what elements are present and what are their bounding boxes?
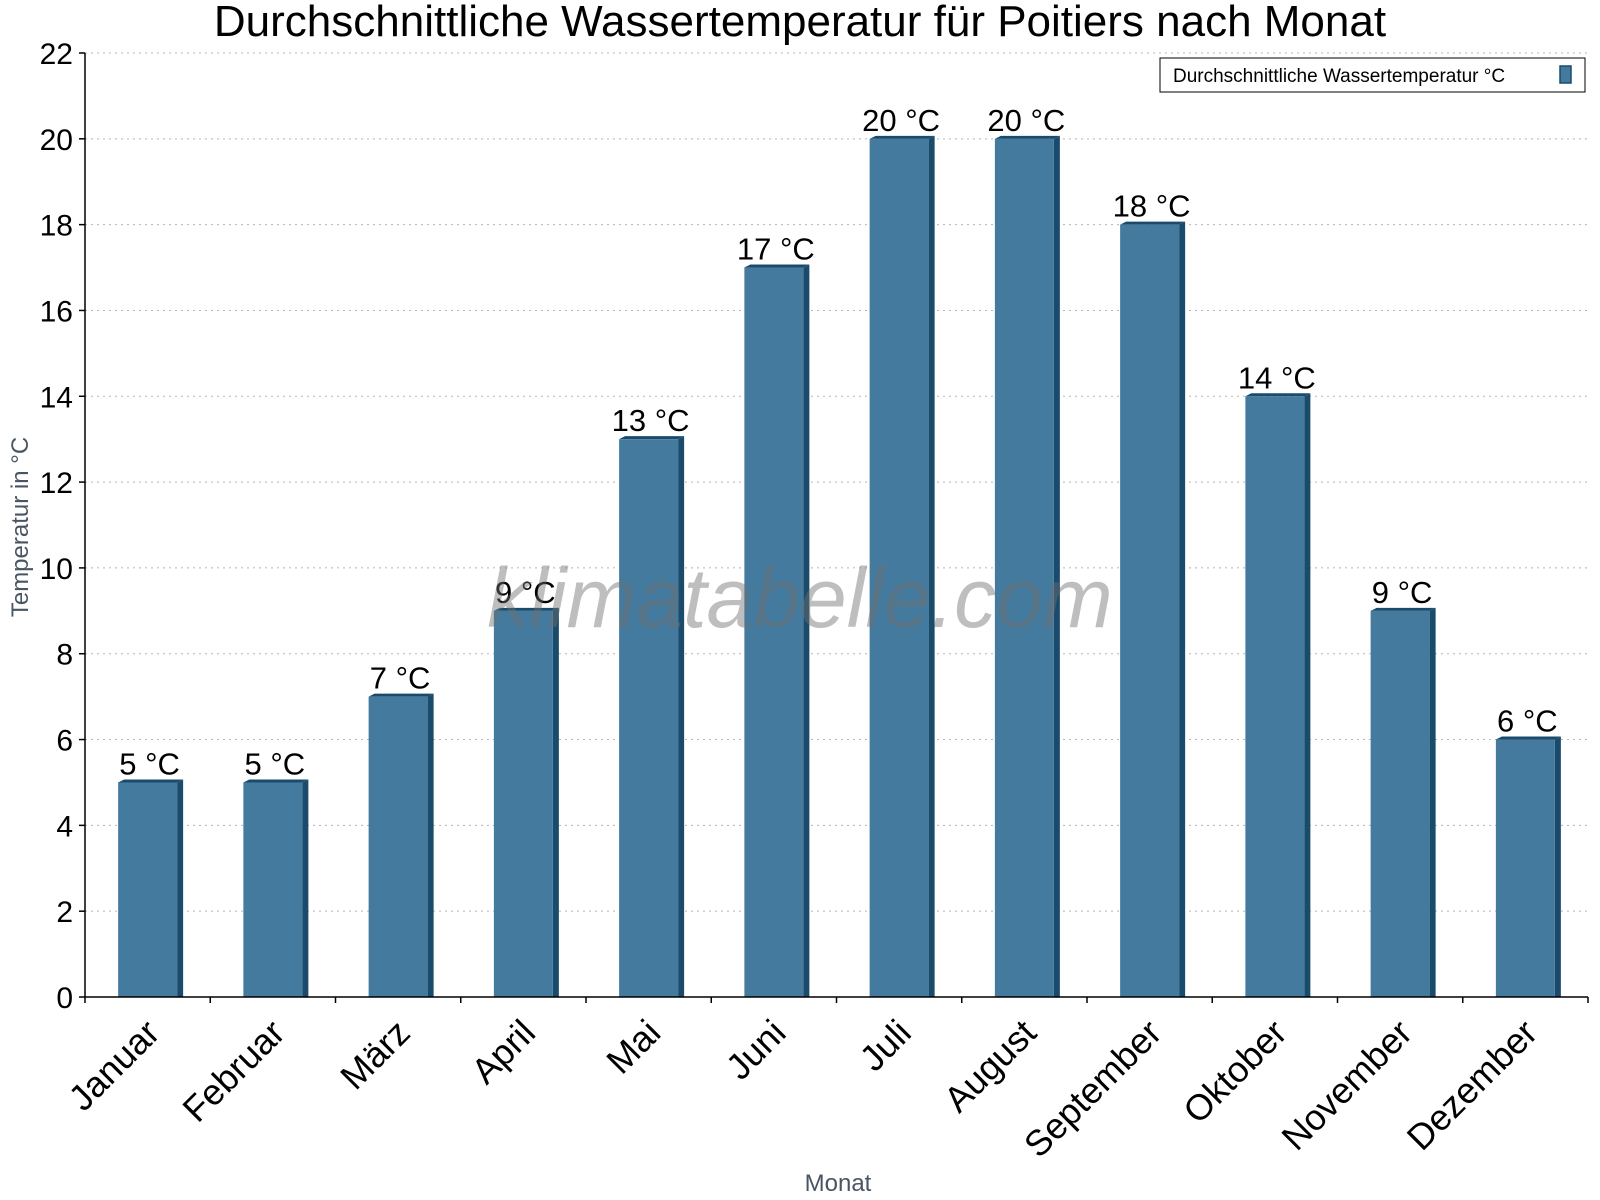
bar-front [1370, 610, 1430, 997]
y-axis-title: Temperatur in °C [7, 437, 34, 617]
x-tick-label: Februar [174, 1012, 292, 1130]
x-axis-ticks: Januar Februar März April Mai Juni Juli AugustS… [60, 997, 1589, 1166]
bar-side [1304, 393, 1311, 998]
bar-top [368, 693, 434, 697]
bar-top [1495, 736, 1561, 740]
data-label: 9 °C [495, 575, 556, 610]
bar-top [744, 264, 810, 268]
y-tick-label: 22 [40, 38, 73, 71]
x-tick-label: August [936, 1012, 1044, 1120]
bar-top [619, 436, 685, 440]
bar [1495, 736, 1561, 997]
bar-side [1053, 135, 1060, 997]
bar [869, 135, 935, 997]
bar [118, 779, 184, 997]
bar-front [1120, 224, 1180, 998]
grid-lines [85, 52, 1588, 912]
bar [1370, 607, 1436, 997]
data-label: 17 °C [737, 232, 815, 267]
bar-front [493, 610, 553, 997]
bar-top [243, 779, 309, 783]
bar [1245, 393, 1311, 998]
bar-front [243, 782, 303, 997]
y-tick-label: 0 [56, 982, 73, 1015]
bar-top [994, 135, 1060, 139]
bar [368, 693, 434, 997]
bar-side [1179, 221, 1186, 998]
bar-front [869, 138, 929, 997]
bar-top [493, 607, 559, 611]
bar-side [427, 693, 434, 997]
x-tick-label: Dezember [1399, 1012, 1545, 1158]
bar-side [552, 607, 559, 997]
legend-box [1159, 57, 1586, 93]
data-label: 9 °C [1372, 575, 1433, 610]
bar [994, 135, 1060, 997]
y-tick-label: 14 [40, 381, 73, 414]
x-tick-label: April [463, 1012, 543, 1092]
watermark: klimatabelle.com [487, 551, 1113, 645]
y-tick-label: 10 [40, 553, 73, 586]
x-tick-label: Juni [718, 1012, 794, 1088]
bar [1120, 221, 1186, 998]
data-label: 7 °C [370, 661, 431, 696]
data-label: 5 °C [119, 746, 180, 781]
y-tick-label: 4 [56, 810, 73, 843]
y-tick-label: 12 [40, 467, 73, 500]
bar-front [744, 267, 804, 998]
data-label: 13 °C [612, 403, 690, 438]
y-tick-label: 18 [40, 210, 73, 243]
bar [243, 779, 309, 997]
bar-side [302, 779, 309, 997]
bar-top [1120, 221, 1186, 225]
bar-front [368, 696, 428, 997]
x-tick-label: Januar [60, 1012, 167, 1119]
bar-top [118, 779, 184, 783]
data-label: 20 °C [987, 103, 1065, 138]
bar-side [177, 779, 184, 997]
x-tick-label: Juli [852, 1012, 919, 1079]
bar-front [994, 138, 1054, 997]
legend-label: Durchschnittliche Wassertemperatur °C [1173, 66, 1505, 87]
bar-front [1495, 739, 1555, 997]
bar-top [1370, 607, 1436, 611]
data-label: 18 °C [1113, 189, 1191, 224]
y-axis-ticks: 0 2 4 6 8 10 12 14 16 18 20 22 [40, 38, 85, 1015]
bar-side [1429, 607, 1436, 997]
bar [744, 264, 810, 998]
data-label: 5 °C [245, 746, 306, 781]
bar-top [1245, 393, 1311, 397]
y-tick-label: 8 [56, 639, 73, 672]
data-labels: 5 °C 5 °C 7 °C 9 °C 13 °C 17 °C 20 °C 20 °C 18 °… [119, 103, 1557, 782]
legend: Durchschnittliche Wassertemperatur °C [1159, 57, 1586, 93]
x-tick-label: März [332, 1012, 418, 1098]
data-label: 14 °C [1238, 360, 1316, 395]
bar-side [1554, 736, 1561, 997]
bar [493, 607, 559, 997]
bar-front [619, 439, 679, 997]
bar-side [678, 436, 685, 997]
y-tick-label: 2 [56, 896, 73, 929]
bar [619, 436, 685, 997]
data-label: 20 °C [862, 103, 940, 138]
bar-top [869, 135, 935, 139]
legend-swatch [1559, 65, 1572, 84]
y-tick-label: 6 [56, 725, 73, 758]
bar-side [928, 135, 935, 997]
bar-side [803, 264, 810, 998]
x-tick-label: Mai [598, 1012, 668, 1082]
y-tick-label: 16 [40, 295, 73, 328]
x-tick-label: November [1273, 1012, 1419, 1158]
x-tick-label: Oktober [1175, 1012, 1295, 1132]
x-axis-title: Monat [805, 1170, 872, 1197]
x-tick-label: September [1016, 1012, 1170, 1166]
y-tick-label: 20 [40, 124, 73, 157]
data-label: 6 °C [1497, 704, 1558, 739]
bar-front [118, 782, 178, 997]
bars [118, 135, 1561, 998]
chart-title: Durchschnittliche Wassertemperatur für P… [214, 0, 1386, 46]
bar-front [1245, 396, 1305, 998]
